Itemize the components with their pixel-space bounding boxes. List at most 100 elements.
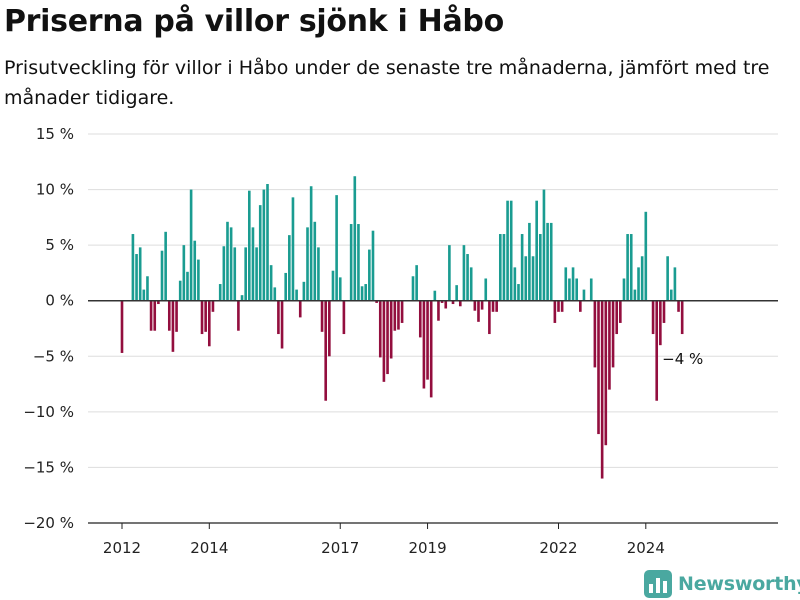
bar xyxy=(644,211,648,301)
bar xyxy=(626,234,629,301)
bar xyxy=(368,249,371,301)
bar xyxy=(488,300,491,335)
bar xyxy=(135,254,138,301)
bar xyxy=(524,256,528,301)
brand-name: Newsworthy xyxy=(678,573,800,595)
bar xyxy=(568,278,571,301)
bar xyxy=(466,254,469,301)
bar xyxy=(138,247,142,301)
y-tick-label: −20 % xyxy=(23,514,74,532)
bar xyxy=(371,230,375,301)
bar xyxy=(448,245,451,301)
bar xyxy=(498,234,502,301)
bar xyxy=(142,289,146,301)
bar xyxy=(502,234,506,301)
bar xyxy=(167,300,171,331)
bar xyxy=(317,247,320,301)
bar xyxy=(437,300,440,321)
bar xyxy=(444,300,448,309)
x-tick-label: 2012 xyxy=(103,539,141,557)
bar xyxy=(458,300,462,307)
bar xyxy=(477,300,480,322)
y-tick-label: −15 % xyxy=(23,458,74,476)
bar xyxy=(539,234,542,301)
bar xyxy=(237,300,240,331)
bar xyxy=(207,300,211,347)
bar xyxy=(189,189,193,301)
bar xyxy=(673,267,677,301)
bar xyxy=(197,259,200,301)
bar xyxy=(560,300,564,312)
bar xyxy=(357,224,360,301)
bar xyxy=(517,284,520,301)
bar-chart-logo-icon xyxy=(644,570,672,598)
bar xyxy=(589,278,593,301)
bar xyxy=(360,286,364,301)
bar xyxy=(353,176,357,301)
bar xyxy=(422,300,426,389)
bar xyxy=(429,300,433,398)
latest-value-annotation: −4 % xyxy=(662,350,703,368)
bar xyxy=(575,278,578,301)
bar xyxy=(611,300,615,368)
bar xyxy=(178,280,182,301)
bar xyxy=(186,271,189,301)
bar xyxy=(440,300,444,303)
bar xyxy=(411,276,415,301)
bar xyxy=(211,300,215,312)
bar xyxy=(200,300,204,335)
y-tick-label: −5 % xyxy=(33,347,74,365)
bar xyxy=(149,300,153,331)
bar xyxy=(669,289,673,301)
bar xyxy=(222,246,226,301)
bar xyxy=(157,300,160,305)
bar xyxy=(680,300,684,335)
bar xyxy=(415,265,418,301)
newsworthy-logo: Newsworthy xyxy=(644,568,800,600)
bar xyxy=(269,265,273,301)
bar xyxy=(182,245,186,301)
bar xyxy=(244,247,247,301)
bar xyxy=(218,284,222,301)
bar xyxy=(193,240,197,301)
bar xyxy=(637,267,640,301)
chart-subtitle: Prisutveckling för villor i Håbo under d… xyxy=(4,57,770,109)
bar xyxy=(506,200,509,301)
bar xyxy=(262,189,266,301)
bar xyxy=(229,227,233,301)
x-tick-label: 2014 xyxy=(190,539,228,557)
bar xyxy=(546,222,549,301)
y-tick-label: 15 % xyxy=(36,125,74,143)
bar xyxy=(288,235,291,301)
bar xyxy=(331,270,335,301)
bar xyxy=(622,278,626,301)
bar xyxy=(335,195,338,301)
bar xyxy=(302,281,306,301)
bar xyxy=(549,222,553,301)
bar xyxy=(309,186,313,301)
axes: 15 % 10 % 5 % 0 % −5 % −10 % −15 % −20 % 2012 201… xyxy=(23,125,778,557)
bar xyxy=(153,300,157,331)
bar xyxy=(553,300,557,323)
bar xyxy=(582,289,586,301)
x-tick-label: 2017 xyxy=(321,539,359,557)
bar xyxy=(284,272,287,301)
bar xyxy=(146,276,149,301)
bar xyxy=(364,284,368,301)
bar xyxy=(418,300,422,338)
bar xyxy=(600,300,604,479)
bar xyxy=(386,300,389,375)
bar xyxy=(240,295,244,301)
bar xyxy=(258,205,262,301)
bar xyxy=(255,247,258,301)
bar xyxy=(629,234,633,301)
y-tick-label: −10 % xyxy=(23,403,74,421)
bar xyxy=(251,227,255,301)
bar xyxy=(633,289,637,301)
bar xyxy=(426,300,429,380)
bar xyxy=(640,256,644,301)
bar xyxy=(608,300,611,390)
y-tick-label: 5 % xyxy=(45,236,74,254)
bar xyxy=(277,300,280,335)
bar xyxy=(484,278,488,301)
